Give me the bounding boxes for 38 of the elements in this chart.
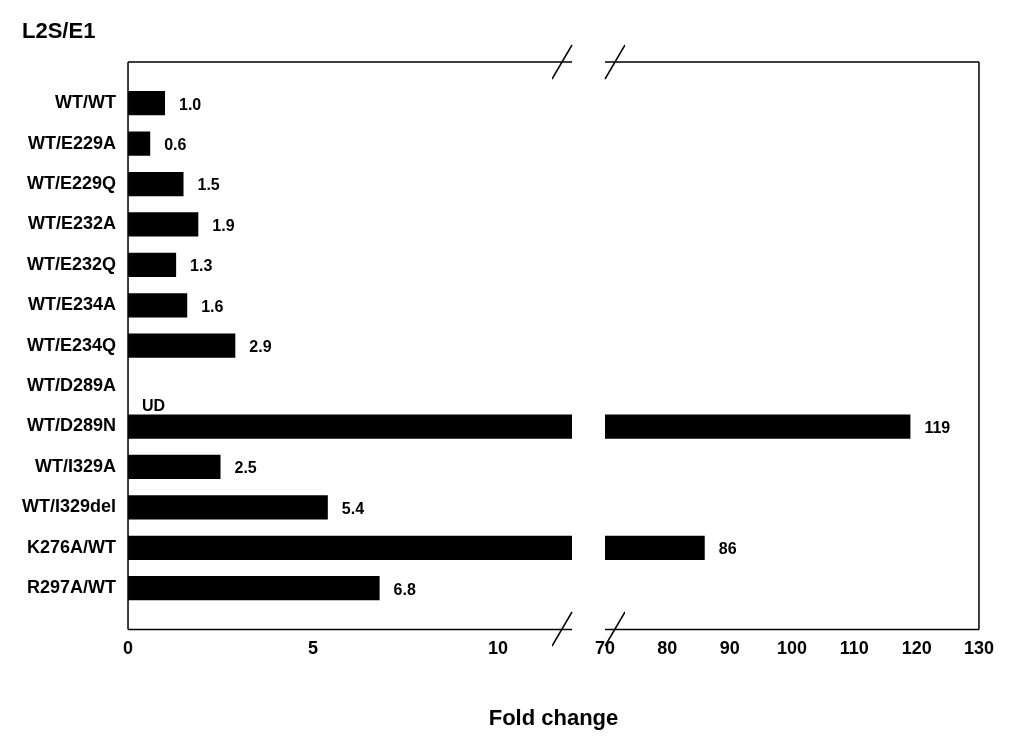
- chart-title: L2S/E1: [22, 18, 96, 44]
- x-tick-label: 120: [901, 638, 932, 659]
- text: UD: [142, 396, 166, 414]
- y-tick-label: WT/E232A: [27, 213, 117, 234]
- y-tick-label: R297A/WT: [27, 577, 117, 598]
- data-label: 2.5: [234, 459, 257, 477]
- y-tick-label: K276A/WT: [27, 536, 117, 557]
- data-label: 0.6: [164, 136, 187, 154]
- data-label: 6.8: [393, 580, 416, 598]
- x-tick-label: 0: [123, 638, 134, 659]
- data-label: 1.3: [190, 257, 213, 275]
- data-label: 5.4: [341, 499, 365, 517]
- x-tick-label: 130: [963, 638, 995, 659]
- y-tick-label: WT/I329A: [34, 455, 117, 476]
- data-label: 86: [718, 540, 737, 558]
- y-tick-label: WT/D289A: [27, 375, 117, 396]
- x-tick-label: 10: [487, 638, 509, 659]
- x-tick-label: 80: [657, 638, 678, 659]
- y-tick-label: WT/E229A: [27, 132, 117, 153]
- y-tick-label: WT/D289N: [27, 415, 117, 436]
- data-label: 2.9: [249, 338, 272, 356]
- data-label: 119: [924, 418, 951, 436]
- y-tick-label: WT/WT: [55, 92, 117, 113]
- x-tick-label: 90: [719, 638, 740, 659]
- y-tick-label: WT/I329del: [21, 496, 117, 517]
- data-label: 1.5: [197, 176, 220, 194]
- data-label: 1.0: [179, 95, 202, 113]
- x-tick-label: 70: [595, 638, 616, 659]
- x-tick-label: 100: [776, 638, 808, 659]
- x-tick-label: 110: [839, 638, 869, 659]
- data-label: 1.6: [201, 297, 224, 315]
- y-tick-label: WT/E229Q: [26, 173, 117, 194]
- y-tick-label: WT/E234Q: [26, 334, 117, 355]
- y-tick-label: WT/E232Q: [26, 253, 117, 274]
- data-label: 1.9: [212, 216, 235, 234]
- y-tick-label: WT/E234A: [27, 294, 117, 315]
- x-tick-label: 5: [308, 638, 319, 659]
- x-axis-title: Fold change: [488, 705, 619, 731]
